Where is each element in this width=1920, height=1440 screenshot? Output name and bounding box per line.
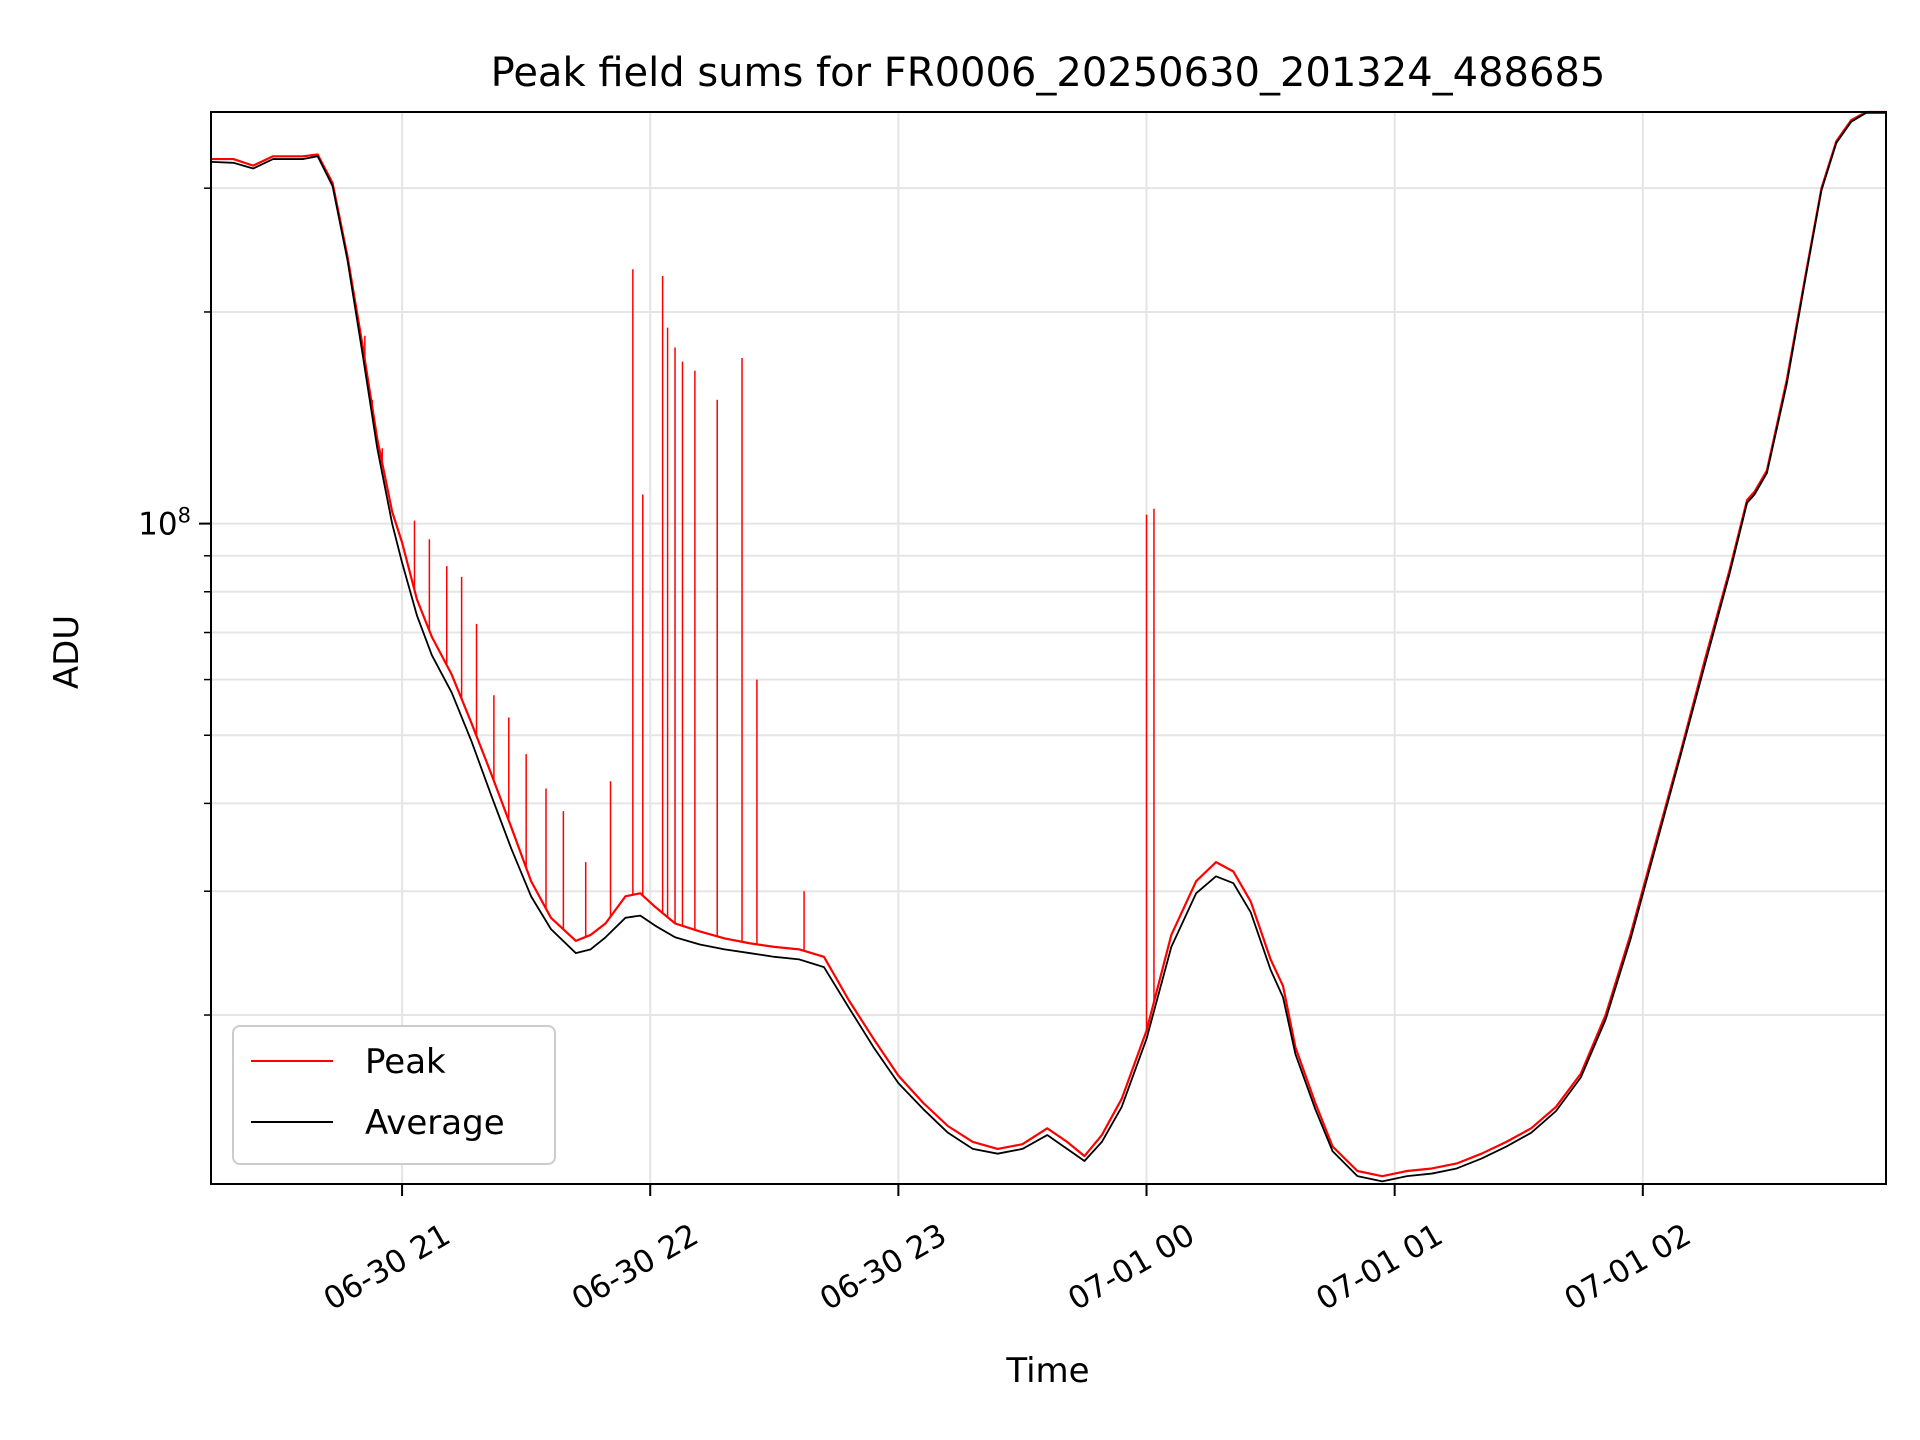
x-tick-label-5: 07-01 02 <box>1558 1217 1697 1318</box>
legend-label-average: Average <box>365 1103 505 1143</box>
x-tick-label-4: 07-01 01 <box>1310 1217 1449 1318</box>
series-layer <box>209 110 1888 1183</box>
x-tick-label-2: 06-30 23 <box>814 1217 953 1318</box>
series-line-peak <box>209 110 1888 1178</box>
x-tick-label-1: 06-30 22 <box>566 1217 705 1318</box>
legend-label-peak: Peak <box>365 1042 446 1082</box>
x-axis-label: Time <box>1005 1351 1089 1391</box>
plot-frame <box>210 111 1887 1185</box>
chart-title: Peak field sums for FR0006_20250630_2013… <box>491 50 1606 96</box>
grid-layer <box>211 112 1886 1184</box>
y-axis-label: ADU <box>47 615 87 689</box>
series-line-average <box>210 111 1887 1183</box>
x-tick-label-3: 07-01 00 <box>1062 1217 1201 1318</box>
y-tick-label-0: 108 <box>138 504 191 543</box>
x-tick-label-0: 06-30 21 <box>318 1217 457 1318</box>
legend: Peak Average <box>232 1025 556 1165</box>
